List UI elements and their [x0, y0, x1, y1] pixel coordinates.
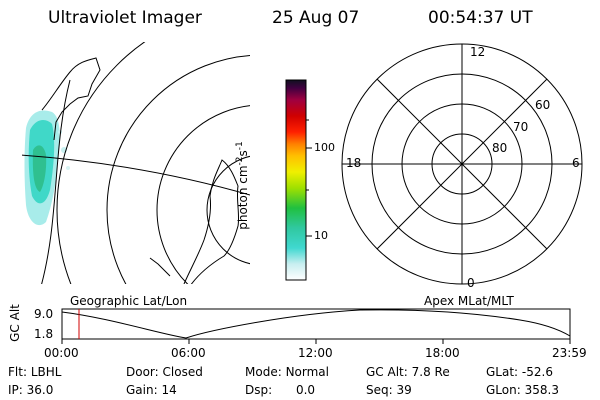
mlt-12-label: 12 [470, 45, 486, 59]
dsp-label: Dsp: [245, 383, 273, 397]
dsp-value: 0.0 [295, 383, 316, 397]
geographic-caption: Geographic Lat/Lon [70, 294, 188, 308]
mlt-0-label: 0 [467, 276, 475, 290]
unit-sup2: -1 [234, 141, 245, 151]
colorbar [285, 79, 312, 281]
x-tick-1200: 12:00 [298, 346, 333, 360]
glat-value: -52.6 [521, 365, 553, 379]
x-tick-0000: 00:00 [44, 346, 79, 360]
instrument-title: Ultraviolet Imager [48, 8, 202, 28]
glat-label: GLat: [486, 365, 519, 379]
flt-value: LBHL [30, 365, 62, 379]
glon-label: GLon: [486, 383, 521, 397]
door-label: Door: [126, 365, 159, 379]
status-glon: GLon: 358.3 [486, 383, 559, 397]
colorbar-tick-10: 10 [314, 229, 328, 242]
status-gcalt: GC Alt: 7.8 Re [366, 365, 450, 379]
mlat-80-label: 80 [492, 141, 508, 155]
status-mode: Mode: Normal [245, 365, 329, 379]
x-tick-0600: 06:00 [171, 346, 206, 360]
gcalt-label: GC Alt: [366, 365, 408, 379]
ip-value: 36.0 [26, 383, 54, 397]
mlt-18-label: 18 [346, 156, 362, 170]
ip-label: IP: [8, 383, 23, 397]
gcalt-value: 7.8 Re [411, 365, 450, 379]
colorbar-tick-100: 100 [314, 141, 335, 154]
door-value: Closed [162, 365, 203, 379]
apex-caption: Apex MLat/MLT [424, 294, 514, 308]
status-dsp: Dsp: 0.0 [245, 383, 315, 397]
mode-value: Normal [285, 365, 329, 379]
mlt-6-label: 6 [572, 156, 580, 170]
geographic-map [22, 42, 250, 284]
x-tick-1800: 18:00 [425, 346, 460, 360]
status-seq: Seq: 39 [366, 383, 412, 397]
glon-value: 358.3 [524, 383, 559, 397]
flt-label: Flt: [8, 365, 27, 379]
gc-alt-y-top: 9.0 [34, 307, 54, 321]
unit-sup1: -2 [234, 156, 245, 166]
colorbar-unit-label: photon cm-2s-1 [235, 141, 250, 230]
gc-alt-y-bottom: 1.8 [34, 327, 54, 341]
gc-alt-plot [61, 308, 571, 344]
gain-value: 14 [161, 383, 177, 397]
date-label: 25 Aug 07 [272, 8, 360, 28]
status-glat: GLat: -52.6 [486, 365, 553, 379]
status-ip: IP: 36.0 [8, 383, 53, 397]
x-tick-2359: 23:59 [552, 346, 587, 360]
unit-mid: s [235, 150, 250, 157]
aurora-emission [24, 110, 70, 226]
gain-label: Gain: [126, 383, 158, 397]
status-door: Door: Closed [126, 365, 203, 379]
time-label: 00:54:37 UT [428, 8, 533, 28]
gc-alt-axis-label: GC Alt [7, 304, 22, 342]
mlat-70-label: 70 [513, 120, 529, 134]
status-flt: Flt: LBHL [8, 365, 61, 379]
mode-label: Mode: [245, 365, 282, 379]
seq-value: 39 [396, 383, 412, 397]
polar-plot [341, 43, 583, 285]
mlat-60-label: 60 [535, 98, 551, 112]
status-gain: Gain: 14 [126, 383, 177, 397]
unit-pre: photon cm [235, 165, 250, 230]
seq-label: Seq: [366, 383, 393, 397]
